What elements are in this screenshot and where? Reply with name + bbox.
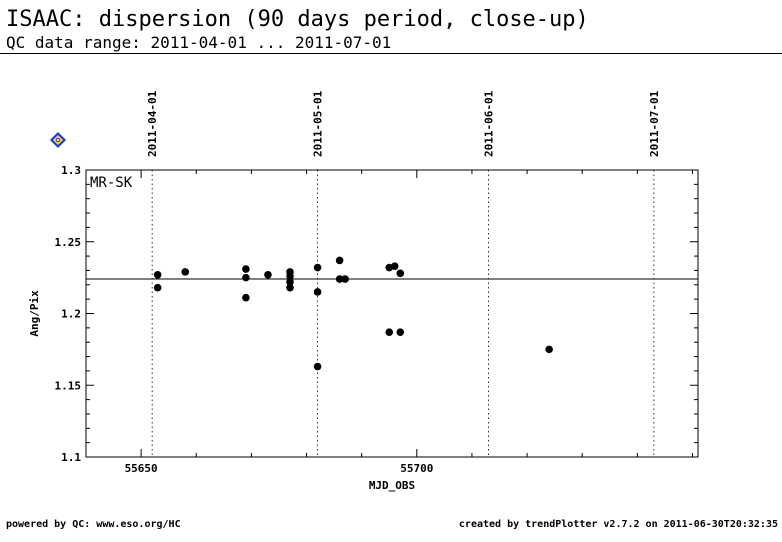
data-point: [242, 273, 250, 282]
x-axis-label: MJD_OBS: [369, 479, 415, 492]
data-point: [396, 328, 405, 336]
title-divider: [0, 53, 782, 54]
y-axis-label: Ang/Pix: [28, 290, 41, 337]
data-point: [286, 283, 294, 292]
data-point: [264, 270, 272, 279]
data-point: [313, 362, 322, 371]
data-point: [286, 272, 294, 280]
panel-label: MR-SK: [90, 175, 133, 191]
data-point: [396, 269, 405, 278]
y-tick-label: 1.3: [61, 164, 81, 177]
data-point: [286, 278, 294, 286]
data-point: [390, 262, 399, 270]
diamond-marker-dot: [55, 137, 61, 143]
y-tick-label: 1.25: [55, 236, 82, 249]
data-point: [341, 275, 349, 283]
page-subtitle: QC data range: 2011-04-01 ... 2011-07-01: [6, 33, 392, 52]
date-marker-label: 2011-04-01: [146, 90, 159, 157]
y-tick-label: 1.15: [55, 379, 82, 392]
data-point: [313, 288, 322, 296]
data-point: [545, 345, 553, 354]
data-point: [385, 328, 394, 336]
footer-credit: powered by QC: www.eso.org/HC: [6, 519, 181, 530]
data-point: [335, 256, 344, 265]
data-point: [242, 265, 250, 273]
x-tick-label: 55700: [400, 462, 433, 475]
data-point: [313, 263, 322, 272]
page-title: ISAAC: dispersion (90 days period, close…: [6, 7, 589, 32]
footer-generator: created by trendPlotter v2.7.2 on 2011-0…: [458, 519, 778, 530]
data-point: [153, 270, 162, 279]
data-point: [242, 293, 250, 302]
date-marker-label: 2011-07-01: [648, 90, 661, 157]
diamond-marker-inner: [53, 135, 63, 145]
y-tick-label: 1.2: [61, 308, 81, 321]
data-point: [153, 283, 162, 292]
data-point: [181, 268, 190, 276]
x-tick-label: 55650: [125, 462, 158, 475]
date-marker-label: 2011-05-01: [312, 90, 325, 157]
plot-frame: [85, 169, 699, 458]
data-point: [335, 275, 344, 283]
date-marker-label: 2011-06-01: [482, 90, 495, 157]
y-tick-label: 1.1: [61, 451, 81, 464]
